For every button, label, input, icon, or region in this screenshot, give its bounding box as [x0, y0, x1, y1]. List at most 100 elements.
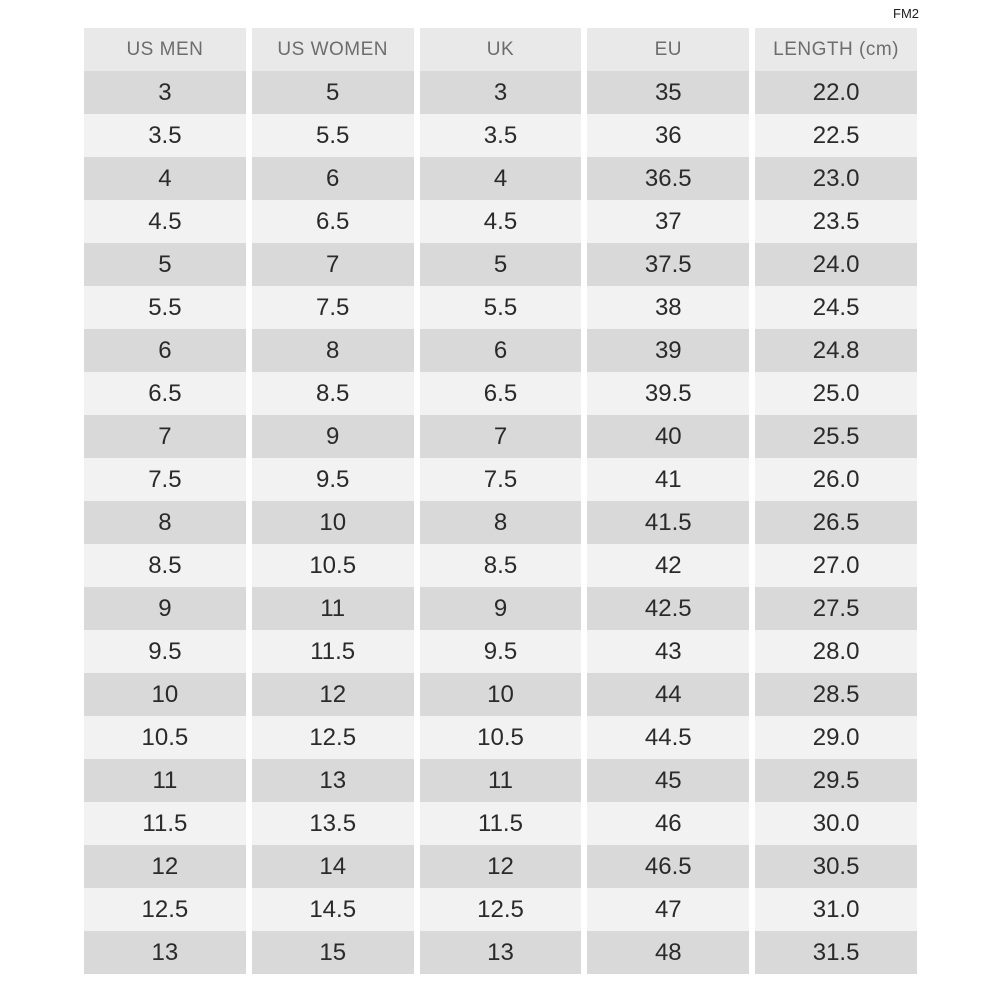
table-cell: 42: [587, 544, 750, 587]
table-cell: 36: [587, 114, 750, 157]
table-cell: 15: [251, 931, 414, 974]
table-cell: 5.5: [251, 114, 414, 157]
table-cell: 39: [587, 329, 750, 372]
table-cell: 46.5: [587, 845, 750, 888]
table-cell: 39.5: [587, 372, 750, 415]
column-header: UK: [419, 28, 582, 71]
table-cell: 24.8: [755, 329, 917, 372]
table-cell: 10: [419, 673, 582, 716]
table-cell: 8.5: [251, 372, 414, 415]
table-cell: 4.5: [84, 200, 246, 243]
table-cell: 6.5: [251, 200, 414, 243]
table-cell: 7: [419, 415, 582, 458]
table-cell: 5.5: [419, 286, 582, 329]
table-cell: 47: [587, 888, 750, 931]
table-cell: 48: [587, 931, 750, 974]
table-cell: 3.5: [84, 114, 246, 157]
table-cell: 37: [587, 200, 750, 243]
table-cell: 10: [84, 673, 246, 716]
table-cell: 11: [251, 587, 414, 630]
table-cell: 6: [419, 329, 582, 372]
table-cell: 11.5: [84, 802, 246, 845]
column-header: US MEN: [84, 28, 246, 71]
table-cell: 23.5: [755, 200, 917, 243]
table-cell: 7: [251, 243, 414, 286]
table-cell: 10.5: [251, 544, 414, 587]
table-cell: 5: [419, 243, 582, 286]
table-cell: 9.5: [419, 630, 582, 673]
table-cell: 13: [419, 931, 582, 974]
table-cell: 42.5: [587, 587, 750, 630]
table-cell: 11.5: [419, 802, 582, 845]
table-cell: 6: [251, 157, 414, 200]
table-cell: 25.0: [755, 372, 917, 415]
table-cell: 7.5: [251, 286, 414, 329]
table-cell: 11: [419, 759, 582, 802]
table-cell: 8.5: [84, 544, 246, 587]
table-cell: 13: [251, 759, 414, 802]
table-cell: 22.0: [755, 71, 917, 114]
table-cell: 9: [419, 587, 582, 630]
size-conversion-table: US MEN US WOMEN UK EU LENGTH (cm) 3 5 3 35 22.0 3.…: [84, 28, 917, 974]
table-cell: 5: [251, 71, 414, 114]
table-cell: 9.5: [251, 458, 414, 501]
table-cell: 23.0: [755, 157, 917, 200]
column-header: US WOMEN: [251, 28, 414, 71]
table-cell: 4.5: [419, 200, 582, 243]
table-cell: 46: [587, 802, 750, 845]
table-cell: 37.5: [587, 243, 750, 286]
table-cell: 10.5: [419, 716, 582, 759]
table-cell: 3: [84, 71, 246, 114]
table-cell: 7.5: [84, 458, 246, 501]
column-header: EU: [587, 28, 750, 71]
table-cell: 12: [419, 845, 582, 888]
table-cell: 38: [587, 286, 750, 329]
table-cell: 8: [419, 501, 582, 544]
table-cell: 25.5: [755, 415, 917, 458]
table-cell: 4: [419, 157, 582, 200]
table-cell: 5.5: [84, 286, 246, 329]
table-cell: 5: [84, 243, 246, 286]
table-cell: 7: [84, 415, 246, 458]
table-cell: 28.5: [755, 673, 917, 716]
table-cell: 8: [84, 501, 246, 544]
table-cell: 9.5: [84, 630, 246, 673]
table-cell: 27.0: [755, 544, 917, 587]
table-cell: 8: [251, 329, 414, 372]
table-cell: 44: [587, 673, 750, 716]
table-cell: 9: [251, 415, 414, 458]
table-cell: 28.0: [755, 630, 917, 673]
column-header: LENGTH (cm): [755, 28, 917, 71]
table-cell: 7.5: [419, 458, 582, 501]
table-cell: 11.5: [251, 630, 414, 673]
table-cell: 30.0: [755, 802, 917, 845]
table-cell: 3: [419, 71, 582, 114]
table-cell: 31.5: [755, 931, 917, 974]
table-cell: 12.5: [251, 716, 414, 759]
table-cell: 13: [84, 931, 246, 974]
table-cell: 45: [587, 759, 750, 802]
table-cell: 36.5: [587, 157, 750, 200]
table-cell: 12: [251, 673, 414, 716]
table-cell: 35: [587, 71, 750, 114]
page-label: FM2: [893, 6, 919, 21]
table-cell: 10: [251, 501, 414, 544]
table-cell: 27.5: [755, 587, 917, 630]
table-cell: 24.0: [755, 243, 917, 286]
table-cell: 14.5: [251, 888, 414, 931]
table-cell: 41.5: [587, 501, 750, 544]
table-cell: 3.5: [419, 114, 582, 157]
table-cell: 12: [84, 845, 246, 888]
table-cell: 29.5: [755, 759, 917, 802]
table-cell: 6.5: [419, 372, 582, 415]
table-cell: 22.5: [755, 114, 917, 157]
table-cell: 29.0: [755, 716, 917, 759]
table-cell: 43: [587, 630, 750, 673]
table-cell: 8.5: [419, 544, 582, 587]
table-cell: 26.0: [755, 458, 917, 501]
table-cell: 41: [587, 458, 750, 501]
table-cell: 26.5: [755, 501, 917, 544]
table-cell: 12.5: [84, 888, 246, 931]
table-cell: 6.5: [84, 372, 246, 415]
